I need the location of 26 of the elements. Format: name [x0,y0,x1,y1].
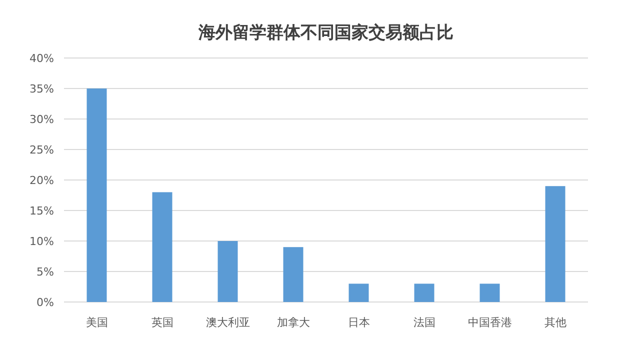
x-tick-label: 中国香港 [468,316,512,329]
bar [152,192,172,302]
bar [480,284,500,302]
y-tick-label: 5% [36,266,54,278]
bar [218,241,238,302]
y-tick-label: 15% [30,204,54,218]
x-tick-label: 日本 [348,316,370,329]
chart-title: 海外留学群体不同国家交易额占比 [198,23,454,43]
y-tick-label: 30% [30,113,54,126]
y-tick-label: 35% [30,82,54,96]
y-tick-label: 0% [36,296,54,309]
bar [545,186,566,302]
x-tick-label: 加拿大 [276,316,310,329]
y-tick-label: 20% [30,174,54,187]
y-tick-label: 40% [30,52,54,65]
y-tick-label: 25% [30,144,54,156]
bar [348,284,369,302]
x-tick-label: 法国 [413,316,436,329]
y-tick-label: 10% [30,235,54,248]
bar [414,284,434,302]
x-tick-label: 英国 [151,316,174,329]
x-tick-label: 其他 [544,316,566,329]
bar [283,247,304,302]
x-tick-label: 美国 [86,316,108,329]
bar [86,88,107,302]
x-tick-label: 澳大利亚 [206,316,250,329]
